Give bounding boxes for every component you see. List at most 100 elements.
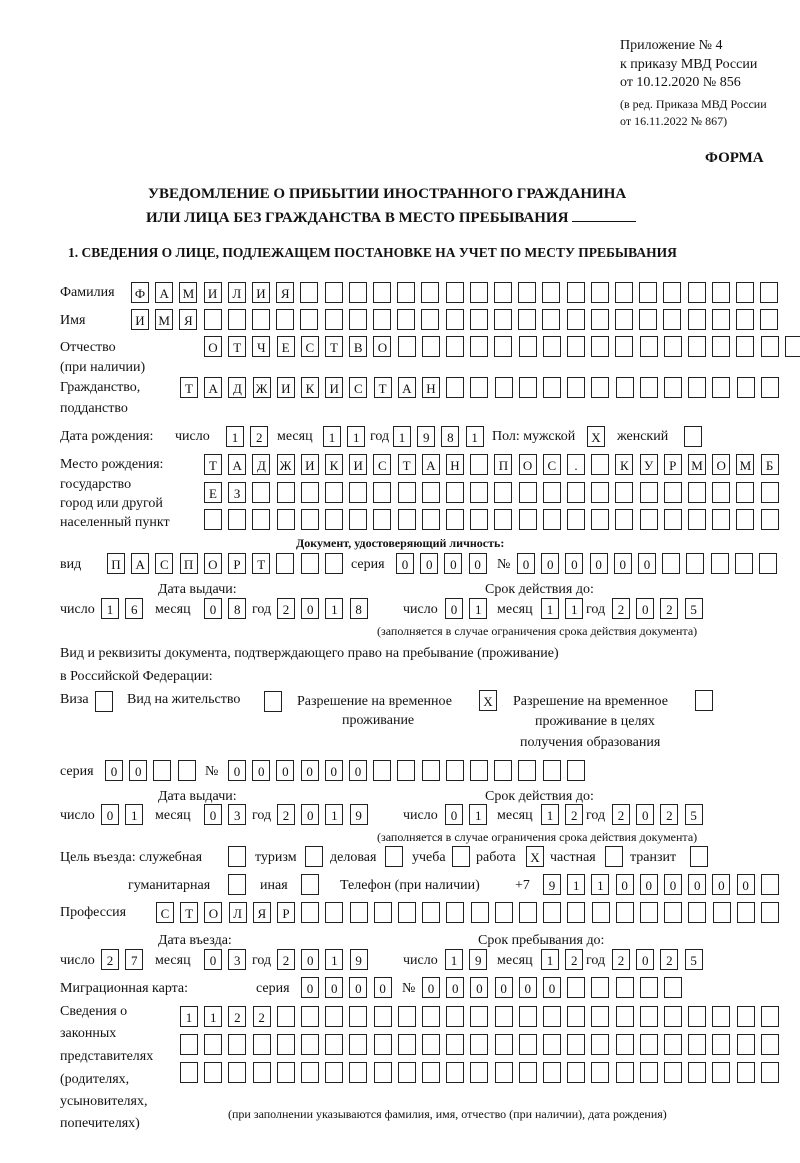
char-box[interactable]: 2 (565, 804, 584, 825)
char-box[interactable]: Т (228, 336, 247, 357)
char-box[interactable] (566, 282, 585, 303)
char-box[interactable]: И (252, 282, 270, 303)
char-box[interactable]: И (349, 454, 368, 475)
char-box[interactable] (494, 336, 513, 357)
char-box[interactable] (421, 509, 440, 530)
char-box[interactable] (663, 282, 682, 303)
char-box[interactable] (470, 454, 489, 475)
char-box[interactable] (325, 1062, 344, 1083)
char-box[interactable] (639, 482, 658, 503)
char-box[interactable]: 6 (125, 598, 144, 619)
char-box[interactable]: И (300, 454, 319, 475)
char-box[interactable]: 0 (470, 977, 489, 998)
char-box[interactable]: О (204, 902, 223, 923)
char-box[interactable] (639, 377, 658, 398)
char-box[interactable] (301, 1062, 319, 1083)
char-box[interactable] (397, 482, 416, 503)
char-box[interactable] (422, 902, 441, 923)
char-box[interactable] (445, 760, 464, 781)
char-box[interactable]: А (131, 553, 150, 574)
char-box[interactable]: 2 (660, 804, 679, 825)
char-box[interactable] (615, 1034, 634, 1055)
char-box[interactable]: О (204, 336, 222, 357)
char-box[interactable] (518, 482, 537, 503)
char-box[interactable] (204, 1062, 223, 1083)
char-box[interactable] (276, 509, 295, 530)
char-box[interactable] (494, 509, 513, 530)
char-box[interactable] (325, 1034, 344, 1055)
char-box[interactable] (180, 1034, 198, 1055)
char-box[interactable] (711, 309, 730, 330)
char-box[interactable]: П (494, 454, 513, 475)
char-box[interactable] (542, 509, 561, 530)
char-box[interactable] (760, 509, 779, 530)
char-box[interactable] (663, 482, 682, 503)
char-box[interactable] (591, 1006, 610, 1027)
char-box[interactable] (373, 1062, 392, 1083)
char-box[interactable] (446, 1034, 465, 1055)
char-box[interactable]: 0 (613, 553, 632, 574)
char-box[interactable] (639, 1034, 658, 1055)
char-box[interactable] (567, 509, 585, 530)
char-box[interactable] (446, 336, 464, 357)
char-box[interactable] (712, 336, 731, 357)
char-box[interactable]: Я (179, 309, 198, 330)
char-box[interactable]: И (276, 377, 295, 398)
char-box[interactable] (663, 336, 682, 357)
char-box[interactable]: 0 (712, 874, 731, 895)
char-box[interactable] (373, 1034, 392, 1055)
char-box[interactable]: 0 (420, 553, 439, 574)
char-box[interactable]: 0 (129, 760, 148, 781)
char-box[interactable]: И (203, 282, 222, 303)
char-box[interactable] (761, 902, 779, 923)
char-box[interactable] (518, 1062, 537, 1083)
char-box[interactable]: Ч (252, 336, 271, 357)
char-box[interactable] (349, 509, 368, 530)
char-box[interactable]: 1 (325, 598, 344, 619)
char-box[interactable]: 0 (445, 598, 463, 619)
char-box[interactable]: Т (325, 336, 343, 357)
char-box[interactable]: 1 (204, 1006, 223, 1027)
char-box[interactable]: М (688, 454, 706, 475)
char-box[interactable]: 0 (639, 874, 658, 895)
char-box[interactable] (687, 282, 706, 303)
char-box[interactable] (422, 1034, 440, 1055)
char-box[interactable] (494, 309, 512, 330)
char-box[interactable]: 0 (396, 553, 414, 574)
char-box[interactable] (421, 309, 440, 330)
char-box[interactable]: 1 (226, 426, 244, 447)
char-box[interactable] (421, 336, 440, 357)
char-box[interactable]: 3 (228, 949, 247, 970)
char-box[interactable]: 0 (736, 874, 755, 895)
char-box[interactable] (687, 309, 706, 330)
char-box[interactable] (301, 902, 320, 923)
char-box[interactable]: Т (397, 454, 416, 475)
char-box[interactable] (615, 1006, 634, 1027)
char-box[interactable]: 0 (324, 760, 343, 781)
char-box[interactable] (542, 760, 561, 781)
char-box[interactable]: 5 (684, 949, 703, 970)
char-box[interactable] (712, 482, 731, 503)
char-box[interactable]: 0 (204, 949, 222, 970)
char-box[interactable] (470, 1034, 489, 1055)
char-box[interactable]: А (421, 454, 440, 475)
char-box[interactable]: С (156, 902, 174, 923)
char-box[interactable] (469, 309, 488, 330)
char-box[interactable] (469, 282, 488, 303)
char-box[interactable] (519, 902, 537, 923)
char-box[interactable] (494, 902, 513, 923)
char-box[interactable] (397, 1062, 416, 1083)
char-box[interactable] (324, 282, 343, 303)
char-box[interactable] (567, 1006, 586, 1027)
char-box[interactable]: X (587, 426, 605, 447)
char-box[interactable]: 1 (445, 949, 463, 970)
char-box[interactable]: 1 (565, 598, 584, 619)
char-box[interactable] (591, 377, 610, 398)
char-box[interactable] (494, 282, 512, 303)
char-box[interactable] (385, 846, 403, 867)
char-box[interactable]: 0 (664, 874, 682, 895)
char-box[interactable]: 7 (125, 949, 144, 970)
char-box[interactable] (712, 1062, 731, 1083)
char-box[interactable]: Р (228, 553, 246, 574)
char-box[interactable] (494, 1062, 513, 1083)
